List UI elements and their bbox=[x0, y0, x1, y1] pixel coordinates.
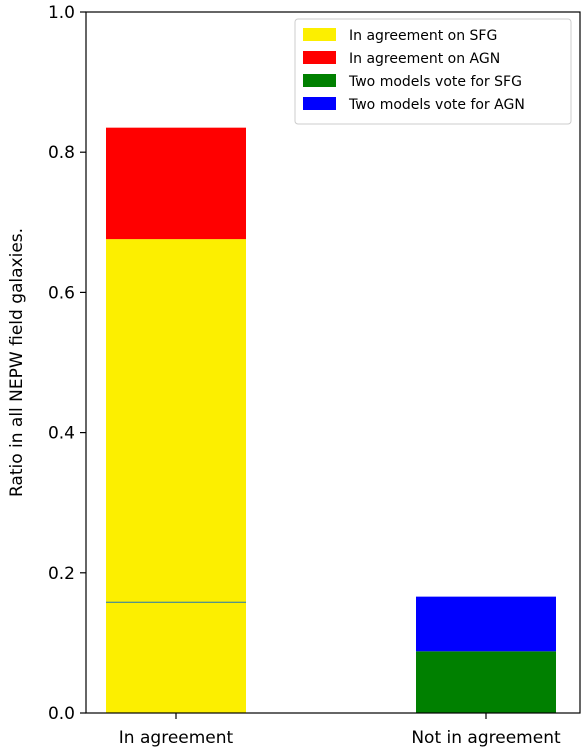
bar-not-in-agreement-two-models-vote-for-agn bbox=[416, 596, 556, 652]
x-tick-label-1: Not in agreement bbox=[411, 728, 561, 748]
legend: In agreement on SFG In agreement on AGN Tw… bbox=[294, 18, 572, 125]
legend-swatch-1 bbox=[303, 51, 336, 64]
legend-label-0: In agreement on SFG bbox=[349, 28, 497, 44]
y-tick-label-2: 0.4 bbox=[48, 424, 75, 444]
legend-swatch-2 bbox=[303, 74, 336, 87]
legend-swatch-3 bbox=[303, 97, 336, 110]
bars-layer bbox=[106, 127, 556, 713]
y-axis-label: Ratio in all NEPW field galaxies. bbox=[7, 228, 27, 497]
legend-box bbox=[294, 18, 572, 125]
bar-not-in-agreement-two-models-vote-for-sfg bbox=[416, 651, 556, 713]
legend-label-2: Two models vote for SFG bbox=[348, 74, 522, 90]
y-tick-label-1: 0.2 bbox=[48, 564, 75, 584]
y-axis-ticks: 0.0 0.2 0.4 0.6 0.8 1.0 bbox=[48, 3, 86, 724]
bar-in-agreement-in-agreement-on-sfg bbox=[106, 239, 246, 713]
legend-label-3: Two models vote for AGN bbox=[348, 97, 525, 113]
y-tick-label-3: 0.6 bbox=[48, 283, 75, 303]
x-axis-ticks: In agreement Not in agreement bbox=[119, 713, 561, 748]
y-tick-label-0: 0.0 bbox=[48, 704, 75, 724]
legend-swatch-0 bbox=[303, 28, 336, 41]
legend-label-1: In agreement on AGN bbox=[349, 51, 500, 67]
x-tick-label-0: In agreement bbox=[119, 728, 234, 748]
y-tick-label-4: 0.8 bbox=[48, 143, 75, 163]
y-tick-label-5: 1.0 bbox=[48, 3, 75, 23]
bar-in-agreement-in-agreement-on-agn bbox=[106, 127, 246, 240]
axes-frame bbox=[85, 11, 581, 714]
